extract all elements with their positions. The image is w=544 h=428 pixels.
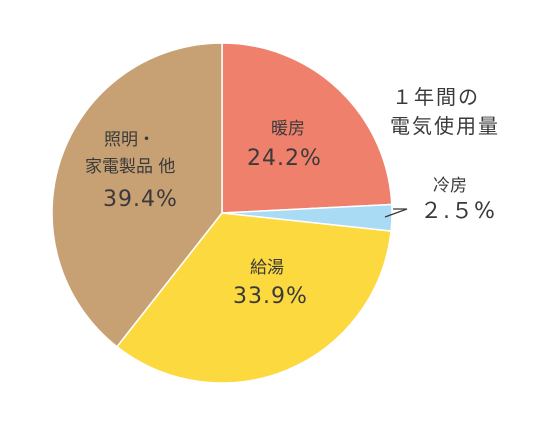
slice-label-cooling: 冷房 (433, 176, 467, 196)
pie-slices (51, 42, 393, 384)
slice-value-cooling: ２.５% (420, 199, 496, 224)
chart-title-line-2: 電気使用量 (390, 114, 500, 138)
slice-value-heating: 24.2% (247, 146, 322, 171)
slice-label-lighting-line-1: 照明・ (104, 130, 155, 150)
pie-slice-heating (221, 42, 393, 214)
slice-value-lighting: 39.4% (103, 187, 178, 212)
slice-value-hot-water: 33.9% (233, 284, 308, 309)
slice-label-hot-water: 給湯 (250, 258, 284, 278)
pie-slice-hot-water (115, 212, 392, 384)
cooling-leader-line (384, 208, 408, 218)
slice-label-lighting-line-2: 家電製品 他 (85, 157, 175, 177)
pie-slice-lighting (51, 42, 223, 348)
slice-label-heating: 暖房 (271, 119, 305, 139)
chart-title-line-1: １年間の (392, 85, 480, 109)
